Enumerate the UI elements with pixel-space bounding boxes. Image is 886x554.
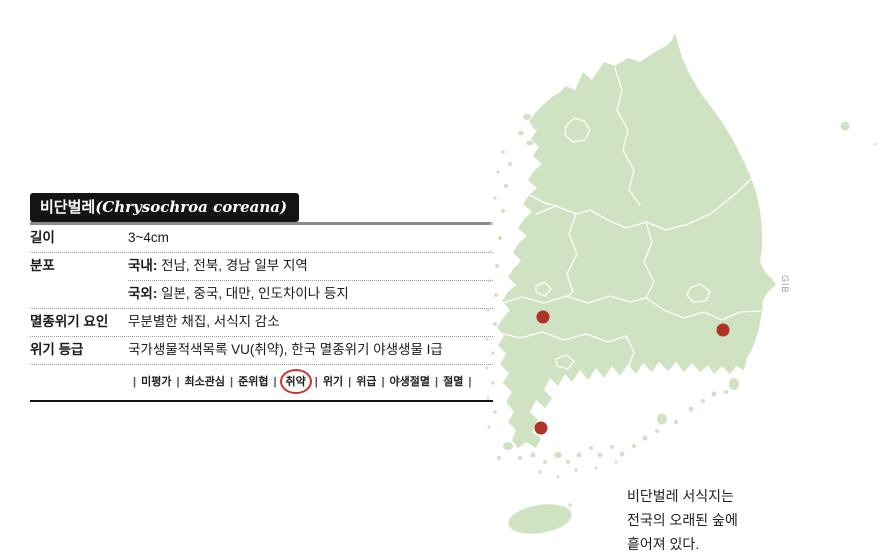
dotted-divider: [30, 308, 493, 309]
table-row-distribution-foreign: 국외: 일본, 중국, 대만, 인도차이나 등지: [30, 281, 493, 308]
map-caption-line: 비단벌레 서식지는: [627, 488, 734, 504]
dokdo-island: [873, 142, 877, 146]
scale-item: 준위협: [238, 376, 269, 388]
scale-separator: |: [273, 376, 277, 388]
west-coast-islands: [485, 114, 542, 429]
scale-separator: |: [381, 376, 385, 388]
row-value: 3~4cm: [128, 230, 169, 245]
row-label: 길이: [30, 230, 55, 245]
scale-item: 위기: [322, 376, 344, 388]
scale-item: 미평가: [141, 376, 172, 388]
scale-item: 위급: [356, 376, 377, 388]
value-prefix: 국내:: [128, 258, 158, 273]
value-prefix: 국외:: [128, 286, 158, 301]
table-row-risk-grade: 위기 등급 국가생물적색목록 VU(취약), 한국 멸종위기 야생생물 I급: [30, 337, 493, 364]
habitat-dot: [716, 323, 730, 337]
jeju-island: [508, 504, 572, 534]
table-row-length: 길이 3~4cm: [30, 225, 493, 252]
scale-separator: |: [435, 376, 439, 388]
scale-separator: |: [468, 376, 472, 388]
row-value: 무분별한 채집, 서식지 감소: [128, 314, 280, 329]
habitat-dots: [534, 310, 730, 435]
scale-item: 절멸: [443, 376, 464, 388]
row-label: 분포: [30, 258, 55, 273]
scale-separator: |: [230, 376, 234, 388]
dotted-divider: [30, 364, 493, 365]
map-land: [485, 33, 877, 534]
udo-island: [568, 503, 572, 507]
species-card: 비단벌레(Chrysochroa coreana) 길이 3~4cm 분포 국내…: [30, 193, 493, 402]
map-caption-line: 전국의 오래된 숲에: [627, 512, 738, 528]
row-label: 멸종위기 요인: [30, 314, 109, 329]
dotted-divider-indented: [128, 280, 493, 281]
map-caption-line: 흩어져 있다.: [627, 536, 700, 552]
scale-separator: |: [176, 376, 180, 388]
scale-separator: |: [314, 376, 318, 388]
dotted-divider: [30, 252, 493, 253]
scale-separator: |: [348, 376, 352, 388]
species-card-header: 비단벌레(Chrysochroa coreana): [30, 193, 493, 225]
scale-separator: |: [133, 376, 137, 388]
table-row-threat-factors: 멸종위기 요인 무분별한 채집, 서식지 감소: [30, 309, 493, 336]
ulleungdo-island: [840, 121, 850, 131]
scale-item-highlighted: 취약: [279, 369, 312, 394]
species-title-korean: 비단벌레: [40, 199, 96, 216]
south-coast-islands: [497, 378, 739, 479]
scale-item: 최소관심: [184, 376, 226, 388]
scale-item: 야생절멸: [389, 376, 431, 388]
province-borders: [499, 67, 762, 370]
threat-scale: | 미평가 | 최소관심 | 준위협 | 취약 | 위기 | 위급 | 야생절멸 | 절멸 |: [128, 365, 493, 400]
table-row-distribution-domestic: 분포 국내: 전남, 전북, 경남 일부 지역: [30, 253, 493, 280]
korea-map: [485, 33, 877, 534]
species-title-scientific: (Chrysochroa coreana): [95, 198, 288, 216]
row-value: 국가생물적색목록 VU(취약), 한국 멸종위기 야생생물 I급: [128, 342, 443, 357]
dotted-divider: [30, 336, 493, 337]
row-value: 국외: 일본, 중국, 대만, 인도차이나 등지: [128, 286, 349, 301]
habitat-dot: [534, 421, 548, 435]
habitat-dot: [536, 310, 550, 324]
row-value: 국내: 전남, 전북, 경남 일부 지역: [128, 258, 308, 273]
row-label: 위기 등급: [30, 342, 84, 357]
species-title: 비단벌레(Chrysochroa coreana): [30, 193, 300, 222]
map-credit: GIB: [780, 275, 790, 294]
